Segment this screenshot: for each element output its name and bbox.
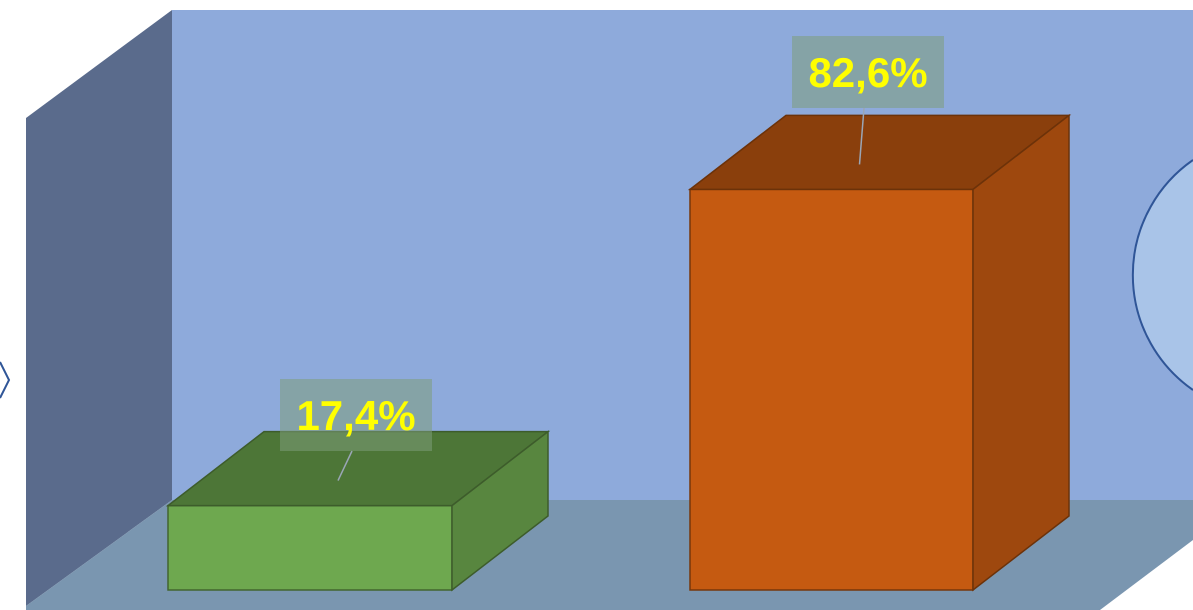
bar-2 [687, 113, 1072, 592]
data-label-text: 17,4% [296, 392, 415, 439]
bar-1 [165, 430, 551, 592]
bar-side-face [451, 430, 549, 592]
right-circle-shape [1131, 159, 1193, 391]
left-chevron-icon [0, 361, 11, 399]
bar-side-face [972, 113, 1070, 592]
bar-front-face [689, 188, 974, 591]
data-label-1: 17,4% [280, 379, 432, 481]
data-label-2: 82,6% [792, 36, 944, 165]
chart-side-wall [26, 10, 172, 606]
data-label-leader-line [337, 450, 353, 481]
data-label-box [792, 36, 944, 108]
data-label-text: 82,6% [808, 49, 927, 96]
data-labels-group: 17,4% 82,6% [280, 36, 944, 481]
data-label-box [280, 379, 432, 451]
bar-front-face [167, 504, 453, 591]
data-label-leader-line [858, 107, 865, 165]
bars-group [165, 113, 1072, 592]
